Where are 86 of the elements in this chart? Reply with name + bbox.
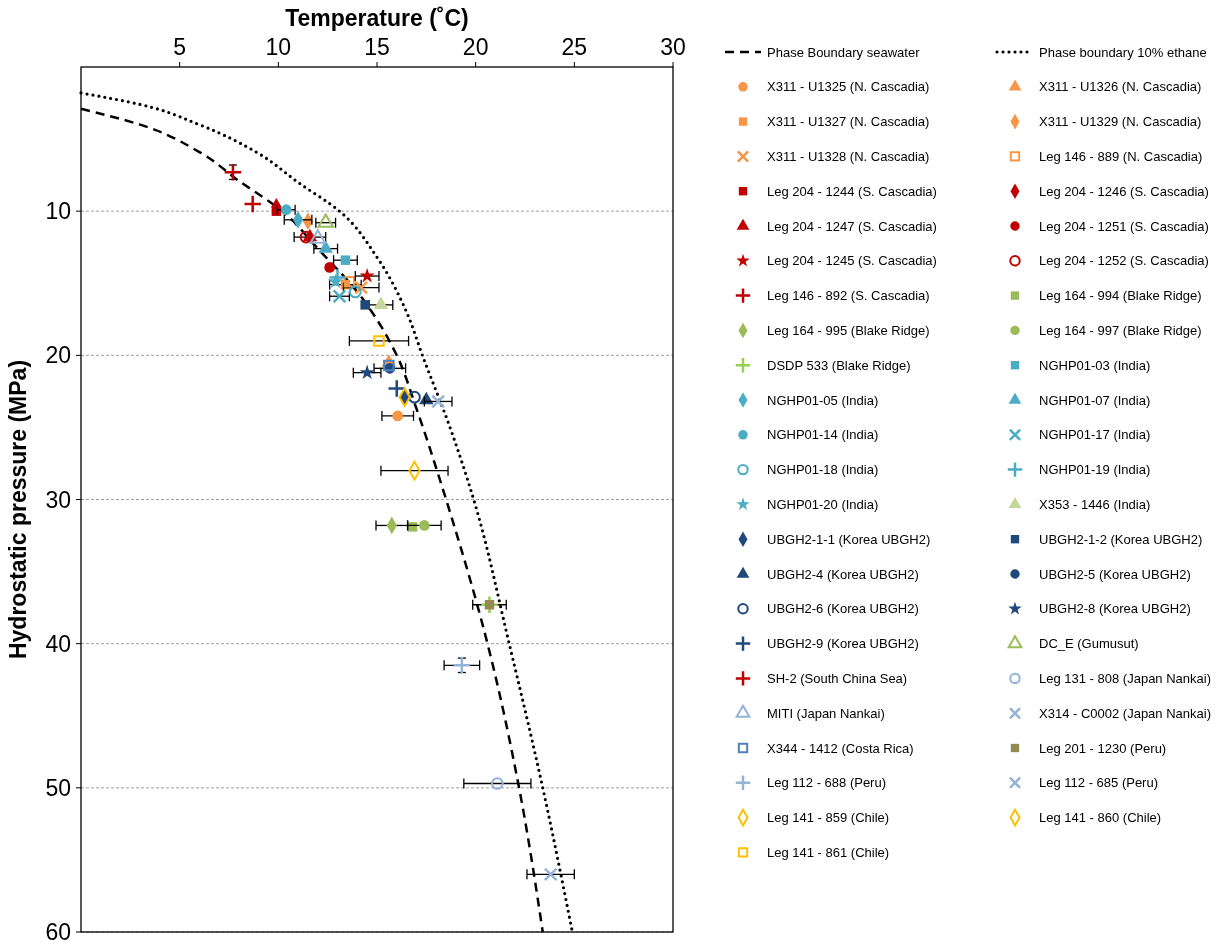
legend-label: Leg 204 - 1244 (S. Cascadia) xyxy=(767,183,937,199)
legend-label: Leg 204 - 1251 (S. Cascadia) xyxy=(1039,218,1209,234)
legend-label: X311 - U1328 (N. Cascadia) xyxy=(767,148,930,164)
legend-label: UBGH2-9 (Korea UBGH2) xyxy=(767,636,919,652)
legend-label: NGHP01-19 (India) xyxy=(1039,462,1151,478)
legend-label: Leg 164 - 997 (Blake Ridge) xyxy=(1039,322,1202,338)
legend-label: NGHP01-17 (India) xyxy=(1039,427,1151,443)
point xyxy=(243,194,263,214)
legend-label: X344 - 1412 (Costa Rica) xyxy=(767,740,914,756)
point xyxy=(309,229,327,244)
point xyxy=(373,335,385,347)
y-axis-title: Hydrostatic pressure (MPa) xyxy=(5,359,31,660)
legend-label: Leg 204 - 1245 (S. Cascadia) xyxy=(767,253,937,269)
point xyxy=(343,276,356,288)
point xyxy=(317,213,334,228)
point xyxy=(324,262,335,273)
legend-label: NGHP01-20 (India) xyxy=(767,496,879,512)
y-tick-label: 20 xyxy=(45,342,71,369)
x-tick-label: 15 xyxy=(364,34,390,60)
y-tick-label: 40 xyxy=(45,630,71,657)
legend-label: Leg 164 - 995 (Blake Ridge) xyxy=(767,322,930,338)
point xyxy=(340,255,351,265)
legend-label: Leg 204 - 1252 (S. Cascadia) xyxy=(1039,253,1209,269)
legend-label: X311 - U1325 (N. Cascadia) xyxy=(767,79,930,95)
legend-label: UBGH2-5 (Korea UBGH2) xyxy=(1039,566,1191,582)
point xyxy=(299,230,313,244)
legend-label: UBGH2-4 (Korea UBGH2) xyxy=(767,566,919,582)
legend-label: X311 - U1326 (N. Cascadia) xyxy=(1039,79,1202,95)
legend-label: DSDP 533 (Blake Ridge) xyxy=(767,357,911,373)
legend-label: NGHP01-18 (India) xyxy=(767,462,879,478)
point xyxy=(373,296,389,310)
legend-label: NGHP01-03 (India) xyxy=(1039,357,1151,373)
legend-label: UBGH2-8 (Korea UBGH2) xyxy=(1039,601,1191,617)
point xyxy=(360,300,370,310)
point xyxy=(452,655,472,675)
legend-label: MITI (Japan Nankai) xyxy=(767,705,885,721)
legend-label: Leg 141 - 861 (Chile) xyxy=(767,844,890,860)
x-tick-label: 25 xyxy=(561,34,588,60)
x-tick-label: 30 xyxy=(660,34,686,60)
legend-label: X311 - U1327 (N. Cascadia) xyxy=(767,114,930,130)
y-tick-label: 30 xyxy=(45,486,71,513)
legend-label: X314 - C0002 (Japan Nankai) xyxy=(1039,705,1211,721)
point xyxy=(543,867,558,882)
legend-label: NGHP01-07 (India) xyxy=(1039,392,1151,408)
legend-label: UBGH2-6 (Korea UBGH2) xyxy=(767,601,919,617)
point xyxy=(431,394,446,409)
legend-label: Leg 204 - 1246 (S. Cascadia) xyxy=(1039,183,1209,199)
point xyxy=(359,364,375,380)
point xyxy=(348,285,362,299)
legend-label: Leg 141 - 859 (Chile) xyxy=(767,810,890,826)
legend-label: Leg 204 - 1247 (S. Cascadia) xyxy=(767,218,937,234)
legend-label: Leg 131 - 808 (Japan Nankai) xyxy=(1039,670,1212,686)
legend-label: Leg 146 - 889 (N. Cascadia) xyxy=(1039,148,1203,164)
point xyxy=(392,410,404,422)
point xyxy=(408,390,421,404)
legend-label: Leg 112 - 685 (Peru) xyxy=(1039,775,1158,791)
y-tick-label: 50 xyxy=(45,774,71,801)
legend-label: NGHP01-05 (India) xyxy=(767,392,879,408)
legend-label: UBGH2-1-2 (Korea UBGH2) xyxy=(1039,531,1203,547)
point xyxy=(491,777,504,790)
y-tick-label: 60 xyxy=(45,919,71,943)
legend-label: UBGH2-1-1 (Korea UBGH2) xyxy=(767,531,931,547)
x-tick-label: 20 xyxy=(462,34,489,60)
y-tick-label: 10 xyxy=(45,198,71,225)
legend-label: X311 - U1329 (N. Cascadia) xyxy=(1039,114,1202,130)
point xyxy=(359,268,375,283)
legend-label: Leg 112 - 688 (Peru) xyxy=(767,775,886,791)
legend-label: Leg 164 - 994 (Blake Ridge) xyxy=(1039,288,1202,304)
point xyxy=(480,595,499,615)
legend-label: Phase Boundary seawater xyxy=(767,44,921,60)
legend-label: Phase boundary 10% ethane xyxy=(1039,44,1207,60)
point xyxy=(280,204,292,216)
legend-label: X353 - 1446 (India) xyxy=(1039,496,1151,512)
legend-label: DC_E (Gumusut) xyxy=(1039,636,1139,652)
legend-label: Leg 141 - 860 (Chile) xyxy=(1039,810,1162,826)
legend-label: Leg 146 - 892 (S. Cascadia) xyxy=(767,288,930,304)
x-axis-title: Temperature (˚C) xyxy=(285,5,469,31)
point xyxy=(484,600,495,610)
x-tick-label: 10 xyxy=(265,34,292,60)
point xyxy=(223,162,243,182)
legend-label: NGHP01-14 (India) xyxy=(767,427,879,443)
legend-label: Leg 201 - 1230 (Peru) xyxy=(1039,740,1167,756)
point xyxy=(318,240,333,253)
legend-label: SH-2 (South China Sea) xyxy=(767,670,908,686)
point xyxy=(419,520,430,531)
x-tick-label: 5 xyxy=(173,34,187,60)
